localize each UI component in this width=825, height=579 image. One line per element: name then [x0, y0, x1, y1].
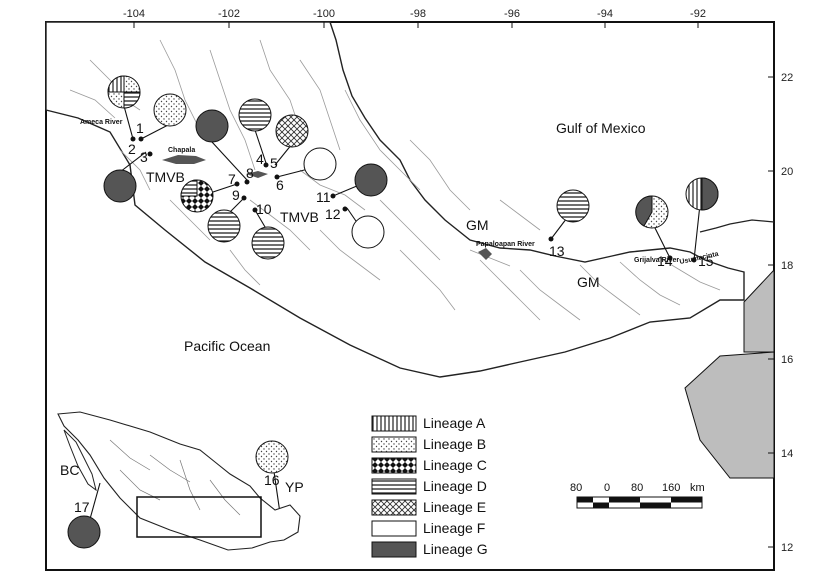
lon-tick-label: -92 — [690, 8, 706, 20]
site-label-11: 11 — [316, 189, 331, 205]
bc-label: BC — [60, 462, 79, 478]
pie-site-4 — [238, 98, 272, 132]
site-label-12: 12 — [325, 206, 341, 222]
papaloapan-lake — [478, 248, 492, 260]
lat-tick-label: 12 — [781, 542, 793, 554]
scale-bar: 80 0 80 160 km — [570, 482, 705, 509]
site-label-9: 9 — [232, 187, 240, 203]
site-label-4: 4 — [256, 151, 264, 167]
site-label-17: 17 — [74, 499, 90, 515]
site-label-15: 15 — [698, 253, 714, 269]
pie-site-14 — [635, 195, 669, 229]
lon-tick-label: -94 — [597, 8, 613, 20]
site-label-3: 3 — [140, 149, 148, 165]
site-label-2: 2 — [128, 141, 136, 157]
legend-swatch-b — [371, 436, 417, 453]
lake-chapala — [162, 155, 206, 164]
lon-tick-label: -98 — [410, 8, 426, 20]
chapala-label: Chapala — [168, 147, 195, 154]
inset-baja — [63, 429, 97, 492]
legend-label-d: Lineage D — [423, 478, 487, 494]
lat-tick-label: 14 — [781, 448, 793, 460]
legend-label-a: Lineage A — [423, 415, 486, 431]
grijalva-river-label: Grijalva River — [634, 257, 679, 264]
lat-tick-label: 20 — [781, 166, 793, 178]
legend-swatch-e — [371, 499, 417, 516]
scale-unit: km — [690, 482, 705, 494]
pie-site-9 — [207, 209, 241, 243]
scale-label-80: 80 — [631, 482, 643, 494]
gulf-of-mexico-label: Gulf of Mexico — [556, 120, 646, 136]
site-label-6: 6 — [276, 177, 284, 193]
inset-map: BC YP — [57, 411, 304, 551]
yucatan-coast — [699, 219, 775, 233]
scale-label-160: 160 — [662, 482, 680, 494]
lat-tick-label: 16 — [781, 354, 793, 366]
legend-swatch-a — [371, 415, 417, 432]
pie-site-6 — [303, 147, 337, 181]
site-label-10: 10 — [256, 201, 272, 217]
legend-label-e: Lineage E — [423, 499, 486, 515]
pie-site-7 — [180, 179, 214, 213]
ameca-river-label: Ameca River — [80, 119, 123, 126]
lat-tick-label: 22 — [781, 72, 793, 84]
lon-tick-label: -102 — [218, 8, 240, 20]
yp-label: YP — [285, 479, 304, 495]
pacific-ocean-label: Pacific Ocean — [184, 338, 270, 354]
site-label-14: 14 — [657, 253, 673, 269]
legend-swatch-d — [371, 478, 417, 495]
pie-site-5 — [275, 114, 309, 148]
legend-label-g: Lineage G — [423, 541, 488, 557]
papaloapan-river-label: Papaloapan River — [476, 241, 535, 248]
lon-tick-label: -100 — [313, 8, 335, 20]
pie-site-3 — [103, 169, 137, 203]
site-label-16: 16 — [264, 472, 280, 488]
pie-site-12 — [351, 215, 385, 249]
pie-site-11 — [354, 163, 388, 197]
tmvb-east-label: TMVB — [280, 209, 319, 225]
site-label-8: 8 — [246, 165, 254, 181]
pie-site-2 — [107, 75, 141, 109]
pie-site-8 — [195, 109, 229, 143]
site-label-1: 1 — [136, 120, 144, 136]
gm-south-label: GM — [577, 274, 600, 290]
legend-label-c: Lineage C — [423, 457, 487, 473]
lon-tick-label: -96 — [504, 8, 520, 20]
tmvb-west-label: TMVB — [146, 169, 185, 185]
legend: Lineage A Lineage B Lineage C Lineage D … — [371, 415, 488, 558]
pie-site-15 — [685, 177, 719, 211]
legend-label-f: Lineage F — [423, 520, 485, 536]
lon-ticks — [133, 22, 699, 28]
mexico-land — [45, 21, 745, 378]
gm-north-label: GM — [466, 217, 489, 233]
pie-site-13 — [556, 189, 590, 223]
legend-label-b: Lineage B — [423, 436, 486, 452]
lat-ticks — [768, 76, 774, 548]
legend-swatch-c — [371, 457, 417, 474]
scale-label-0: 0 — [604, 482, 610, 494]
pie-site-17 — [67, 515, 101, 549]
pie-site-10 — [251, 226, 285, 260]
site-label-7: 7 — [228, 171, 236, 187]
legend-swatch-f — [371, 520, 417, 537]
guatemala-land — [684, 351, 775, 479]
lake-cuitzeo — [246, 171, 268, 178]
inset-study-area-box — [136, 496, 262, 538]
pie-site-1 — [153, 93, 187, 127]
river-network — [69, 39, 721, 321]
pie-site-16 — [255, 440, 289, 474]
inset-mexico-outline — [57, 411, 301, 551]
legend-swatch-g — [371, 541, 417, 558]
lon-tick-label: -104 — [123, 8, 145, 20]
site-label-5: 5 — [270, 155, 278, 171]
scale-label-80-left: 80 — [570, 482, 582, 494]
lat-tick-label: 18 — [781, 260, 793, 272]
site-label-13: 13 — [549, 243, 565, 259]
